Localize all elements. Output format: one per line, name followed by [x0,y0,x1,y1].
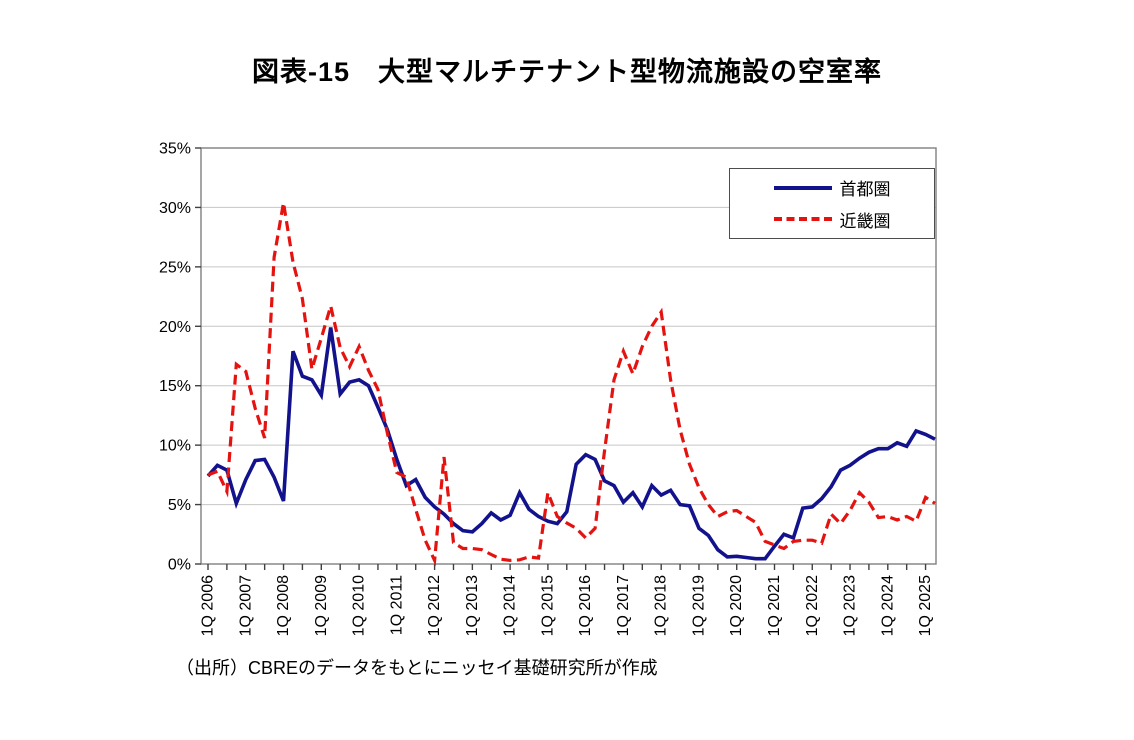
y-tick-label: 5% [168,497,191,514]
x-tick-label: 1Q 2009 [313,575,330,636]
x-tick-label: 1Q 2016 [577,575,594,636]
legend-line-solid-sample-icon [773,185,832,190]
series-首都圏 [206,327,936,561]
legend-item-tokyo: 首都圏 [730,175,934,200]
x-tick-label: 1Q 2020 [728,575,745,636]
legend-line-dashed-sample-icon [773,217,832,222]
legend-item-kinki: 近畿圏 [730,207,934,232]
y-tick-label: 35% [159,141,191,158]
y-tick-label: 20% [159,319,191,336]
x-tick-label: 1Q 2010 [351,575,368,636]
x-tick-label: 1Q 2023 [842,575,859,636]
x-tick-label: 1Q 2012 [426,575,443,636]
x-tick-label: 1Q 2017 [615,575,632,636]
x-tick-label: 1Q 2021 [766,575,783,636]
y-tick-label: 30% [159,200,191,217]
plot-border [200,147,937,565]
y-tick-label: 25% [159,259,191,276]
x-tick-label: 1Q 2006 [200,575,217,636]
x-tick-label: 1Q 2014 [502,575,519,636]
y-tick-label: 15% [159,378,191,395]
x-tick-label: 1Q 2024 [879,575,896,636]
y-tick-label: 0% [168,557,191,574]
legend: 首都圏 近畿圏 [729,168,935,239]
y-tick-label: 10% [159,438,191,455]
x-tick-label: 1Q 2007 [237,575,254,636]
x-tick-label: 1Q 2013 [464,575,481,636]
x-tick-label: 1Q 2019 [690,575,707,636]
series-近畿圏 [207,202,936,567]
x-tick-label: 1Q 2015 [539,575,556,636]
legend-label-tokyo: 首都圏 [839,180,891,200]
x-tick-label: 1Q 2025 [917,575,934,636]
x-tick-label: 1Q 2022 [804,575,821,636]
source-note: （出所）CBREのデータをもとにニッセイ基礎研究所が作成 [176,658,658,678]
x-tick-label: 1Q 2008 [275,575,292,636]
x-tick-label: 1Q 2018 [653,575,670,636]
x-tick-label: 1Q 2011 [388,575,405,635]
legend-label-kinki: 近畿圏 [839,211,891,231]
chart-title: 図表-15 大型マルチテナント型物流施設の空室率 [251,57,883,87]
